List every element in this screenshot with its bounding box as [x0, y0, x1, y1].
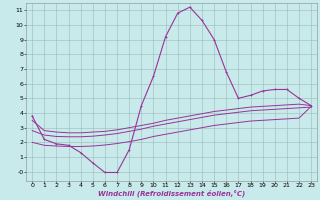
X-axis label: Windchill (Refroidissement éolien,°C): Windchill (Refroidissement éolien,°C)	[98, 190, 245, 197]
